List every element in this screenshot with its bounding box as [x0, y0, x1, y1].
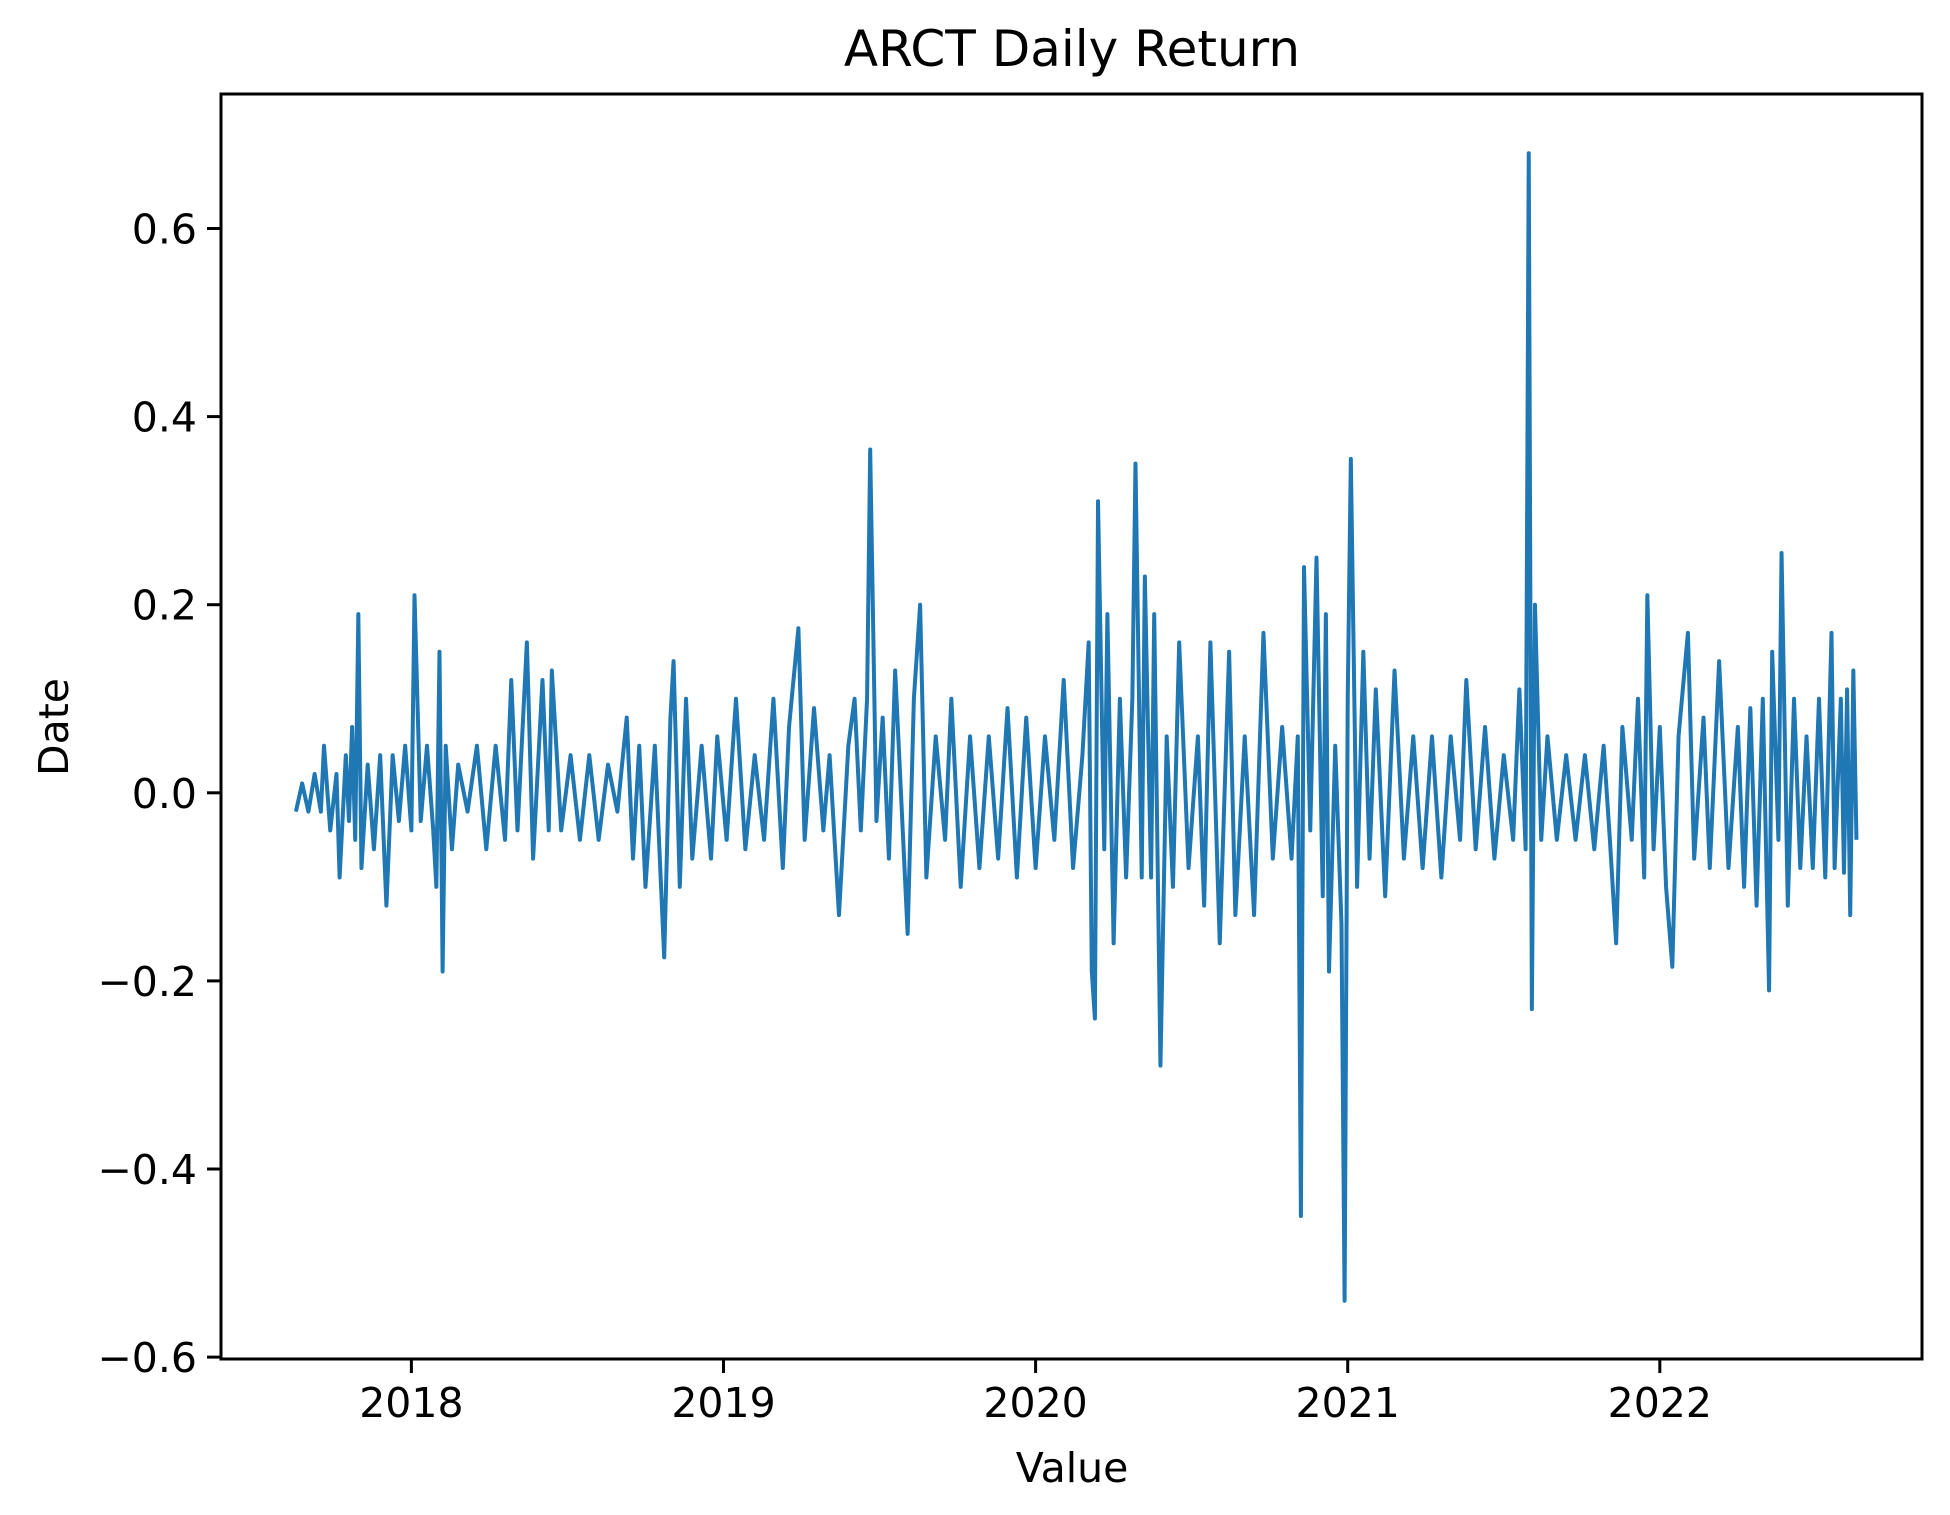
data-line [293, 151, 1859, 1303]
x-tick-label: 2019 [671, 1379, 775, 1427]
y-tick-label: −0.6 [97, 1334, 197, 1382]
y-tick-label: 0.0 [132, 770, 197, 818]
x-tick-label: 2020 [983, 1379, 1087, 1427]
x-tick-label: 2018 [359, 1379, 463, 1427]
y-tick-label: 0.2 [132, 582, 197, 630]
x-tick-label: 2021 [1296, 1379, 1400, 1427]
y-tick-label: −0.2 [97, 958, 197, 1006]
y-tick-label: −0.4 [97, 1146, 197, 1194]
y-tick-label: 0.6 [132, 205, 197, 253]
plot-frame [219, 92, 1924, 1361]
y-tick-label: 0.4 [132, 394, 197, 442]
y-axis-label: Date [30, 678, 78, 776]
chart-title: ARCT Daily Return [844, 20, 1300, 78]
x-axis-label: Value [1016, 1444, 1129, 1492]
x-tick-label: 2022 [1608, 1379, 1712, 1427]
